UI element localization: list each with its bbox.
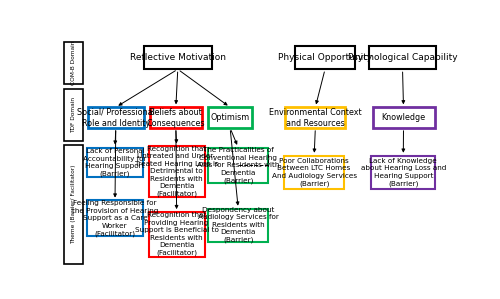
Bar — [88, 107, 144, 128]
Text: Feeling Responsible for
the Provision of Hearing
Support as a Care
Worker
(Facil: Feeling Responsible for the Provision of… — [72, 200, 158, 237]
Text: Optimism: Optimism — [210, 113, 250, 122]
Bar — [372, 107, 434, 128]
Text: TDF Domain: TDF Domain — [71, 97, 76, 133]
Bar — [64, 42, 82, 84]
Bar — [208, 147, 268, 183]
Text: Reflective Motivation: Reflective Motivation — [130, 53, 226, 62]
Bar — [208, 107, 252, 128]
Bar — [148, 212, 204, 257]
Bar — [286, 107, 346, 128]
Bar — [87, 147, 143, 178]
Bar — [64, 89, 82, 141]
Text: Social/ Professional
Role and Identity: Social/ Professional Role and Identity — [77, 108, 154, 128]
Text: COM-B Domain: COM-B Domain — [71, 41, 76, 85]
Text: Recognition that
Providing Hearing
Support is Beneficial to
Residents with
Demen: Recognition that Providing Hearing Suppo… — [134, 213, 218, 257]
Text: Environmental Context
and Resources: Environmental Context and Resources — [269, 108, 362, 128]
Text: Recognition that
Untreated and Under-
Treated Hearing Loss is
Detrimental to
Res: Recognition that Untreated and Under- Tr… — [134, 146, 218, 197]
Bar — [64, 145, 82, 264]
Text: Lack of Knowledge
about Hearing Loss and
Hearing Support
(Barrier): Lack of Knowledge about Hearing Loss and… — [360, 158, 446, 187]
Bar — [87, 201, 143, 236]
Bar — [368, 46, 436, 69]
Bar — [372, 155, 436, 189]
Text: Physical Opportunity: Physical Opportunity — [278, 53, 372, 62]
Bar — [284, 155, 344, 189]
Bar — [148, 147, 204, 197]
Text: Knowledge: Knowledge — [382, 113, 426, 122]
Text: Beliefs about
Consequences: Beliefs about Consequences — [146, 108, 205, 128]
Bar — [208, 209, 268, 242]
Text: The Practicalities of
Conventional Hearing
Aids for Residents with
Dementia
(Bar: The Practicalities of Conventional Heari… — [197, 147, 280, 184]
Text: Lack of Personal
Accountability for
Hearing Support
(Barrier): Lack of Personal Accountability for Hear… — [84, 148, 147, 177]
Text: Despondency about
Audiology Services for
Residents with
Dementia
(Barrier): Despondency about Audiology Services for… — [198, 207, 278, 243]
Text: Theme (Barrier/ Facilitator): Theme (Barrier/ Facilitator) — [71, 165, 76, 244]
Text: Psychological Capability: Psychological Capability — [348, 53, 458, 62]
Bar — [295, 46, 355, 69]
Bar — [150, 107, 202, 128]
Bar — [144, 46, 212, 69]
Text: Poor Collaborations
Between LTC Homes
And Audiology Services
(Barrier): Poor Collaborations Between LTC Homes An… — [272, 158, 356, 187]
